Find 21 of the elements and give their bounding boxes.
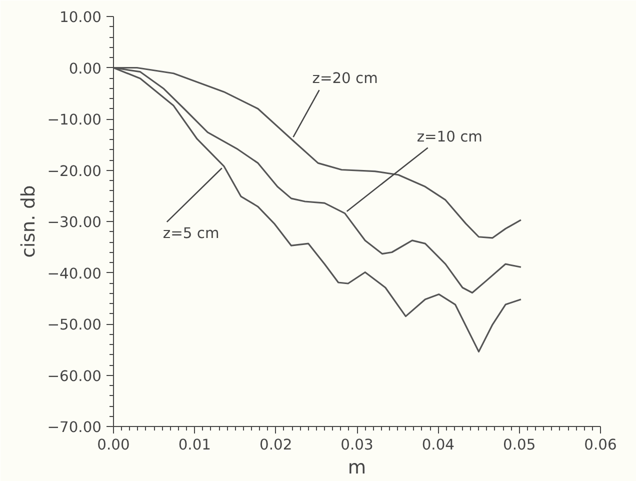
x-tick-label: 0.00 xyxy=(97,436,130,454)
x-tick-label: 0.02 xyxy=(260,436,292,454)
x-tick-label: 0.03 xyxy=(340,436,374,454)
y-tick-label: −50.00 xyxy=(47,316,102,334)
x-tick-label: 0.06 xyxy=(584,436,617,454)
y-tick-label: −10.00 xyxy=(47,112,102,128)
annotation: z=20 cm xyxy=(312,70,378,87)
annotation: z=10 cm xyxy=(416,128,482,146)
annotation: z=5 cm xyxy=(162,225,220,242)
y-tick-label: −70.00 xyxy=(47,419,102,436)
y-tick-label: −20.00 xyxy=(47,162,102,180)
y-tick-label: −60.00 xyxy=(47,368,102,385)
x-tick-label: 0.05 xyxy=(503,436,536,454)
y-tick-label: −40.00 xyxy=(47,265,102,282)
y-tick-label: 10.00 xyxy=(60,9,102,26)
y-axis-title: cisn. db xyxy=(18,185,40,258)
y-tick-label: 0.00 xyxy=(68,60,102,78)
y-tick-label: −30.00 xyxy=(47,214,102,231)
x-axis-title: m xyxy=(348,458,366,478)
x-tick-label: 0.01 xyxy=(178,436,211,454)
x-tick-label: 0.04 xyxy=(422,436,454,454)
